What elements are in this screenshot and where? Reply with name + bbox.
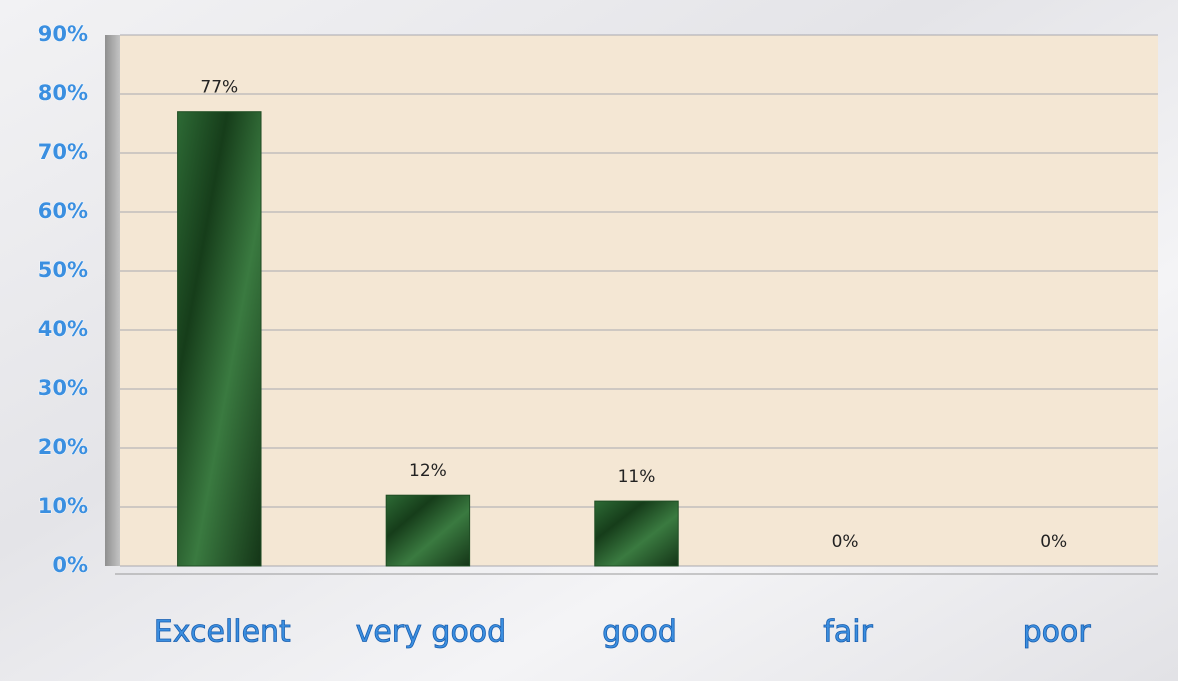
- x-tick-label: very good: [356, 615, 507, 650]
- y-tick-label: 40%: [38, 317, 88, 341]
- value-label: 0%: [1040, 532, 1067, 552]
- y-tick-label: 30%: [38, 376, 88, 400]
- x-tick-label: fair: [823, 615, 873, 650]
- y-tick-label: 50%: [38, 258, 88, 282]
- value-label: 11%: [618, 467, 656, 487]
- plot-area: [120, 35, 1158, 566]
- bar: [385, 494, 471, 567]
- x-tick-label: poor: [1023, 615, 1092, 650]
- y-tick-label: 80%: [38, 81, 88, 105]
- value-label: 77%: [200, 78, 238, 98]
- value-label: 0%: [832, 532, 859, 552]
- y-tick-label: 20%: [38, 435, 88, 459]
- y-tick-label: 70%: [38, 140, 88, 164]
- value-label: 12%: [409, 461, 447, 481]
- side-wall: [105, 35, 120, 566]
- bar: [594, 500, 679, 567]
- y-tick-label: 10%: [38, 494, 88, 518]
- y-tick-label: 90%: [38, 22, 88, 46]
- bar: [177, 111, 262, 567]
- y-tick-label: 0%: [52, 553, 88, 577]
- y-tick-label: 60%: [38, 199, 88, 223]
- x-tick-label: Excellent: [154, 615, 291, 650]
- x-tick-label: good: [602, 615, 677, 650]
